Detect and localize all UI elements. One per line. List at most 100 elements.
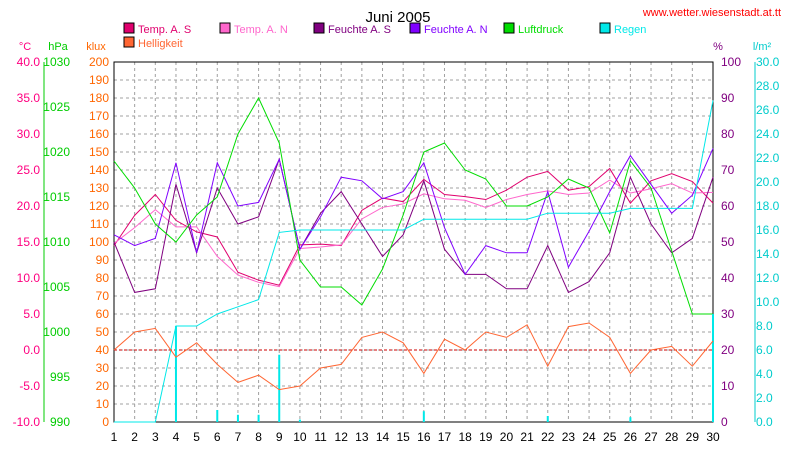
plot-frame <box>113 61 714 423</box>
x-tick-label: 3 <box>152 430 159 444</box>
x-tick-label: 29 <box>686 430 700 444</box>
tick-label-press: 1015 <box>43 190 70 204</box>
tick-label-hum: 60 <box>721 199 735 213</box>
legend-label: Feuchte A. S <box>328 24 391 36</box>
x-tick-label: 21 <box>520 430 534 444</box>
tick-label-rain: 10.0 <box>756 295 780 309</box>
x-tick-label: 4 <box>173 430 180 444</box>
chart-title: Juni 2005 <box>365 9 430 26</box>
tick-label-rain: 18.0 <box>756 199 780 213</box>
tick-label-temp: 5.0 <box>23 307 40 321</box>
tick-label-temp: 25.0 <box>17 163 41 177</box>
tick-label-lux: 90 <box>96 253 110 267</box>
x-tick-label: 14 <box>376 430 390 444</box>
x-tick-label: 28 <box>665 430 679 444</box>
tick-label-rain: 22.0 <box>756 151 780 165</box>
x-tick-label: 12 <box>335 430 349 444</box>
tick-label-lux: 40 <box>96 343 110 357</box>
series-line-2 <box>113 157 714 294</box>
x-tick-label: 10 <box>293 430 307 444</box>
tick-label-press: 1030 <box>43 55 70 69</box>
axis-unit-rain: l/m² <box>753 41 772 53</box>
x-tick-label: 26 <box>624 430 638 444</box>
tick-label-hum: 40 <box>721 271 735 285</box>
axis-unit-press: hPa <box>48 41 68 53</box>
legend-label: Luftdruck <box>518 24 564 36</box>
tick-label-rain: 24.0 <box>756 127 780 141</box>
tick-label-rain: 20.0 <box>756 175 780 189</box>
tick-label-temp: 10.0 <box>17 271 41 285</box>
axis-unit-hum: % <box>713 41 723 53</box>
x-tick-label: 1 <box>111 430 118 444</box>
tick-label-hum: 30 <box>721 307 735 321</box>
tick-label-press: 1020 <box>43 145 70 159</box>
series-line-7 <box>113 322 714 391</box>
legend-swatch <box>123 36 135 48</box>
x-tick-label: 20 <box>500 430 514 444</box>
tick-label-lux: 120 <box>89 199 109 213</box>
tick-label-lux: 70 <box>96 289 110 303</box>
tick-label-press: 1025 <box>43 100 70 114</box>
x-tick-label: 25 <box>603 430 617 444</box>
tick-label-lux: 130 <box>89 181 109 195</box>
tick-label-lux: 180 <box>89 91 109 105</box>
tick-label-rain: 0.0 <box>756 415 773 429</box>
legend-label: Feuchte A. N <box>424 24 488 36</box>
tick-label-rain: 6.0 <box>756 343 773 357</box>
tick-label-temp: 0.0 <box>23 343 40 357</box>
tick-label-hum: 80 <box>721 127 735 141</box>
tick-label-hum: 0 <box>721 415 728 429</box>
legend-swatch <box>599 22 611 34</box>
tick-label-rain: 8.0 <box>756 319 773 333</box>
tick-label-lux: 20 <box>96 379 110 393</box>
chart-legend: Temp. A. S Helligkeit Temp. A. N Feuchte A.… <box>123 22 646 50</box>
tick-label-temp: 35.0 <box>17 91 41 105</box>
tick-label-lux: 0 <box>102 415 109 429</box>
tick-label-press: 1000 <box>43 325 70 339</box>
tick-label-hum: 100 <box>721 55 741 69</box>
tick-label-rain: 14.0 <box>756 247 780 261</box>
tick-label-press: 990 <box>50 415 70 429</box>
series-line-3 <box>113 148 714 276</box>
tick-label-rain: 16.0 <box>756 223 780 237</box>
legend-swatch <box>503 22 515 34</box>
tick-label-temp: 15.0 <box>17 235 41 249</box>
tick-label-hum: 70 <box>721 163 735 177</box>
x-tick-label: 23 <box>562 430 576 444</box>
x-tick-label: 5 <box>193 430 200 444</box>
tick-label-rain: 30.0 <box>756 55 780 69</box>
plot-area <box>113 96 714 423</box>
x-tick-label: 9 <box>276 430 283 444</box>
tick-label-lux: 10 <box>96 397 110 411</box>
tick-label-hum: 50 <box>721 235 735 249</box>
x-tick-label: 13 <box>355 430 369 444</box>
x-tick-label: 16 <box>417 430 431 444</box>
tick-label-lux: 30 <box>96 361 110 375</box>
tick-label-rain: 12.0 <box>756 271 780 285</box>
tick-label-lux: 60 <box>96 307 110 321</box>
x-tick-label: 7 <box>235 430 242 444</box>
tick-label-lux: 110 <box>90 217 109 231</box>
legend-label: Regen <box>614 24 646 36</box>
series-line-0 <box>113 167 714 286</box>
axis-unit-lux: klux <box>86 41 106 53</box>
tick-label-rain: 28.0 <box>756 79 780 93</box>
series-line-4 <box>113 96 713 315</box>
series-line-5 <box>114 100 714 423</box>
axes: 40.035.030.025.020.015.010.05.00.0-5.0-1… <box>13 55 780 444</box>
legend-label: Temp. A. N <box>234 24 288 36</box>
legend-swatch <box>313 22 325 34</box>
tick-label-lux: 200 <box>89 55 109 69</box>
tick-label-lux: 100 <box>89 235 109 249</box>
x-tick-label: 22 <box>541 430 555 444</box>
tick-label-lux: 160 <box>89 127 109 141</box>
tick-label-lux: 150 <box>89 145 109 159</box>
legend-swatch <box>219 22 231 34</box>
tick-label-rain: 4.0 <box>756 367 773 381</box>
grid-lines <box>113 61 714 423</box>
x-tick-label: 19 <box>479 430 493 444</box>
axis-unit-temp: °C <box>19 41 31 53</box>
x-tick-label: 15 <box>396 430 410 444</box>
tick-label-rain: 2.0 <box>756 391 773 405</box>
